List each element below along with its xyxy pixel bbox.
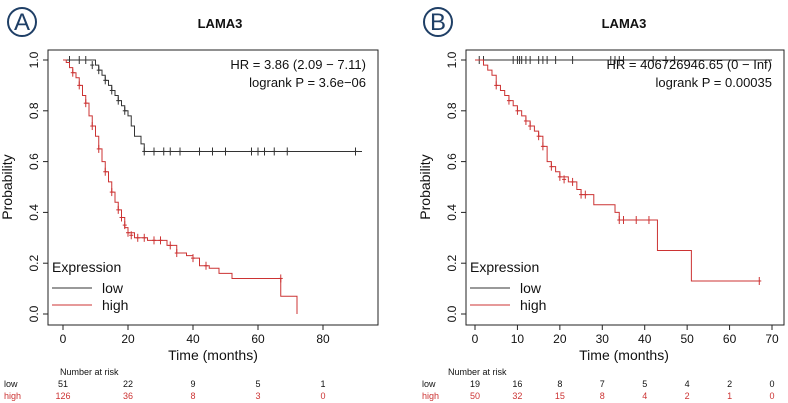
chart-a-ytick-label: 0.0 [27, 305, 41, 322]
chart-a-legend-low: low [102, 280, 124, 296]
chart-a-ytick-label: 0.8 [27, 102, 41, 119]
chart-a-risk-low-value: 9 [190, 379, 195, 389]
chart-a-xtick-label: 0 [60, 332, 67, 346]
chart-a-risk-low-value: 22 [123, 379, 133, 389]
chart-b-risk-values: 19 16 8 7 5 4 2 0 50 32 15 8 4 2 1 0 [470, 379, 775, 401]
chart-b-legend-low: low [520, 280, 542, 296]
chart-a-risk-high-value: 36 [123, 391, 133, 401]
chart-a-curve-high [63, 59, 298, 314]
chart-b-xlabel: Time (months) [579, 347, 669, 363]
chart-b-ytick-label: 1.0 [445, 51, 459, 68]
chart-a-xtick-label: 20 [121, 332, 135, 346]
chart-b-ytick-label: 0.8 [445, 102, 459, 119]
chart-a-ytick-label: 0.2 [27, 255, 41, 272]
chart-b-ytick-label: 0.4 [445, 204, 459, 221]
chart-b-risk-low-value: 5 [642, 379, 647, 389]
chart-b-risk-high-value: 32 [512, 391, 522, 401]
chart-a-y-axis: 0.0 0.2 0.4 0.6 0.8 1.0 [27, 51, 48, 322]
chart-a-ylabel: Probability [0, 154, 15, 219]
chart-a-risk-high-value: 126 [55, 391, 70, 401]
chart-a-hr-annotation: HR = 3.86 (2.09 − 7.11) [230, 57, 366, 72]
chart-b-curve-high [475, 59, 760, 282]
chart-b-xtick-label: 60 [723, 332, 737, 346]
chart-b-risk-low-value: 2 [727, 379, 732, 389]
chart-a-x-axis: 0 20 40 60 80 [60, 325, 330, 346]
chart-b-risk-low-value: 19 [470, 379, 480, 389]
chart-b-xtick-label: 0 [472, 332, 479, 346]
chart-a-risk-high-value: 3 [255, 391, 260, 401]
chart-a-risk-high-value: 8 [190, 391, 195, 401]
chart-b-risk-low-value: 0 [769, 379, 774, 389]
chart-a-curve-low [63, 59, 362, 152]
chart-a-xlabel: Time (months) [168, 347, 258, 363]
chart-a-legend: Expression low high [52, 259, 128, 313]
chart-a-ytick-label: 0.6 [27, 153, 41, 170]
chart-b-ytick-label: 0.0 [445, 305, 459, 322]
chart-b-risk-high-value: 2 [685, 391, 690, 401]
chart-a-logrank-annotation: logrank P = 3.6e−06 [249, 75, 366, 90]
chart-a-legend-title: Expression [52, 259, 121, 275]
chart-a-risk-header: Number at risk [60, 367, 119, 377]
chart-b-xtick-label: 20 [553, 332, 567, 346]
chart-b-legend-title: Expression [470, 259, 539, 275]
chart-b-ytick-label: 0.2 [445, 255, 459, 272]
chart-b-plot-frame [465, 49, 785, 326]
chart-a-legend-high: high [102, 297, 128, 313]
chart-b-risk-high-value: 1 [727, 391, 732, 401]
panel-b: B LAMA3 0.00.20.40.60.81.0 0 10 20 30 40 50 60… [417, 7, 785, 401]
chart-b-risk-header: Number at risk [448, 367, 507, 377]
chart-b-risk-low-value: 4 [685, 379, 690, 389]
chart-a-risk-label-low: low [4, 379, 18, 389]
chart-a-curves [63, 56, 362, 314]
chart-b-xtick-label: 40 [638, 332, 652, 346]
chart-a-xtick-label: 40 [186, 332, 200, 346]
chart-b-xtick-label: 30 [596, 332, 610, 346]
chart-a-title: LAMA3 [198, 16, 243, 31]
chart-a-risk-low-value: 5 [255, 379, 260, 389]
panel-a-badge [7, 7, 37, 37]
chart-b-legend: Expression low high [470, 259, 546, 313]
chart-b-ytick-label: 0.6 [445, 153, 459, 170]
chart-a-ytick-label: 1.0 [27, 51, 41, 68]
chart-b-xtick-label: 10 [511, 332, 525, 346]
chart-a-xtick-label: 60 [251, 332, 265, 346]
panel-b-letter: B [430, 9, 446, 36]
chart-a-ytick-label: 0.4 [27, 204, 41, 221]
panel-a: A LAMA3 0.00.20.40.60.81.0 0 20 40 60 80 Pro… [0, 7, 379, 401]
chart-b-logrank-annotation: logrank P = 0.00035 [656, 75, 773, 90]
panel-b-badge [423, 7, 453, 37]
chart-a-risk-low-value: 1 [320, 379, 325, 389]
chart-b-risk-label-high: high [422, 391, 439, 401]
chart-b-risk-high-value: 0 [769, 391, 774, 401]
chart-b-risk-high-value: 4 [642, 391, 647, 401]
chart-b-risk-low-value: 7 [600, 379, 605, 389]
chart-a-xtick-label: 80 [316, 332, 330, 346]
chart-b-y-axis: 0.0 0.2 0.4 0.6 0.8 1.0 [445, 51, 466, 322]
chart-b-risk-low-value: 8 [557, 379, 562, 389]
chart-b-risk-high-value: 15 [555, 391, 565, 401]
chart-b-hr-annotation: HR = 406726946.65 (0 − Inf) [606, 57, 772, 72]
panel-a-letter: A [14, 9, 30, 36]
chart-a-risk-label-high: high [4, 391, 21, 401]
chart-b-risk-high-value: 50 [470, 391, 480, 401]
chart-b-xtick-label: 70 [765, 332, 779, 346]
chart-b-risk-table: Number at risk low high 19 16 8 7 5 4 2 0 50 32 15… [422, 367, 775, 401]
chart-a-plot-frame [47, 49, 379, 326]
chart-b-title: LAMA3 [602, 16, 647, 31]
chart-a-risk-low-value: 51 [58, 379, 68, 389]
chart-b-legend-high: high [520, 297, 546, 313]
chart-b-risk-label-low: low [422, 379, 436, 389]
chart-b-risk-high-value: 8 [600, 391, 605, 401]
chart-b-curves [475, 56, 772, 285]
chart-b-risk-low-value: 16 [512, 379, 522, 389]
chart-b-xtick-label: 50 [680, 332, 694, 346]
chart-a-risk-high-value: 0 [320, 391, 325, 401]
chart-b-ylabel: Probability [417, 154, 433, 219]
chart-b-x-axis: 0 10 20 30 40 50 60 70 [472, 325, 779, 346]
